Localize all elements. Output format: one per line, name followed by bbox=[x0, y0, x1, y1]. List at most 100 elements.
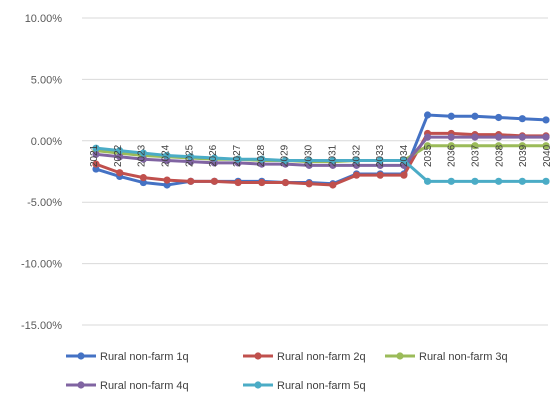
data-point bbox=[281, 156, 290, 165]
y-tick-label: -10.00% bbox=[21, 259, 62, 271]
data-point bbox=[400, 156, 408, 165]
x-tick-label: 2037 bbox=[470, 144, 481, 167]
y-tick-label: 10.00% bbox=[25, 13, 63, 25]
data-point bbox=[139, 155, 147, 163]
x-tick-label: 2024 bbox=[161, 144, 172, 167]
data-point bbox=[518, 142, 526, 150]
data-point bbox=[116, 153, 124, 161]
data-point bbox=[376, 156, 384, 165]
data-point bbox=[518, 177, 526, 185]
data-point bbox=[400, 171, 408, 179]
data-point bbox=[139, 174, 147, 182]
data-point bbox=[258, 178, 266, 187]
x-tick-label: 2033 bbox=[375, 144, 386, 167]
y-tick-label: 0.00% bbox=[31, 136, 62, 148]
legend-item: Rural non-farm 4q bbox=[66, 380, 189, 392]
gridlines bbox=[82, 17, 548, 326]
data-point bbox=[423, 177, 432, 185]
x-tick-label: 2027 bbox=[232, 144, 243, 167]
x-tick-label: 2032 bbox=[351, 144, 362, 167]
legend-label: Rural non-farm 2q bbox=[277, 351, 366, 363]
data-point bbox=[116, 147, 124, 155]
x-tick-label: 2028 bbox=[256, 144, 267, 167]
data-point bbox=[163, 151, 171, 160]
legend-marker bbox=[77, 381, 85, 389]
data-point bbox=[92, 150, 100, 158]
data-point bbox=[163, 176, 171, 184]
legend-label: Rural non-farm 5q bbox=[277, 380, 366, 392]
data-point bbox=[305, 180, 313, 188]
y-tick-label: -5.00% bbox=[27, 197, 62, 209]
series-line bbox=[95, 135, 546, 167]
x-tick-label: 2022 bbox=[113, 144, 124, 167]
series-line bbox=[95, 131, 546, 187]
legend-marker bbox=[254, 352, 262, 360]
x-tick-label: 2036 bbox=[447, 144, 458, 167]
data-point bbox=[518, 133, 526, 141]
legend-item: Rural non-farm 2q bbox=[243, 351, 366, 363]
data-point bbox=[495, 177, 503, 185]
data-point bbox=[518, 115, 526, 123]
legend-marker bbox=[77, 352, 85, 360]
data-point bbox=[471, 112, 479, 120]
x-tick-label: 2026 bbox=[208, 144, 219, 167]
series-line bbox=[95, 146, 546, 183]
legend-marker bbox=[254, 381, 262, 389]
data-point bbox=[281, 178, 290, 187]
series-lines bbox=[92, 111, 550, 189]
legend-item: Rural non-farm 3q bbox=[385, 351, 508, 363]
y-tick-label: -15.00% bbox=[21, 320, 62, 332]
x-tick-label: 2023 bbox=[137, 144, 148, 167]
legend-label: Rural non-farm 3q bbox=[419, 351, 508, 363]
data-point bbox=[234, 178, 242, 187]
data-point bbox=[447, 142, 455, 150]
data-point bbox=[376, 171, 384, 179]
legend-item: Rural non-farm 5q bbox=[243, 380, 366, 392]
legend: Rural non-farm 1q Rural non-farm 2q Rural … bbox=[66, 351, 508, 392]
x-tick-label: 2029 bbox=[280, 144, 291, 167]
legend-label: Rural non-farm 1q bbox=[100, 351, 189, 363]
legend-item: Rural non-farm 1q bbox=[66, 351, 189, 363]
data-point bbox=[92, 160, 100, 168]
data-point bbox=[495, 133, 503, 141]
data-point bbox=[447, 133, 455, 141]
data-point bbox=[447, 177, 455, 185]
y-tick-label: 5.00% bbox=[31, 74, 62, 86]
data-point bbox=[258, 155, 266, 163]
x-tick-label: 2031 bbox=[327, 144, 338, 167]
data-point bbox=[352, 156, 361, 165]
data-point bbox=[210, 177, 219, 185]
data-point bbox=[471, 177, 479, 185]
x-tick-label: 2040 bbox=[542, 144, 553, 167]
data-point bbox=[423, 133, 432, 141]
data-point bbox=[495, 113, 503, 122]
legend-marker bbox=[396, 352, 404, 360]
y-axis-ticks: 10.00% 5.00% 0.00% -5.00% -10.00% -15.00% bbox=[21, 13, 62, 332]
data-point bbox=[139, 149, 147, 157]
data-point bbox=[495, 142, 503, 150]
data-point bbox=[471, 133, 479, 141]
x-tick-label: 2030 bbox=[304, 144, 315, 167]
data-point bbox=[329, 156, 337, 165]
x-axis-ticks: 2021 2022 2023 2024 2025 2026 2027 2028 2029 2030… bbox=[89, 144, 553, 167]
data-point bbox=[187, 153, 195, 161]
data-point bbox=[305, 156, 313, 165]
data-point bbox=[92, 144, 100, 152]
data-point bbox=[234, 155, 242, 163]
x-tick-label: 2034 bbox=[399, 144, 410, 167]
data-point bbox=[116, 169, 124, 177]
data-point bbox=[187, 177, 195, 185]
data-point bbox=[352, 171, 361, 179]
data-point bbox=[447, 112, 455, 120]
data-point bbox=[542, 142, 550, 150]
x-tick-label: 2035 bbox=[423, 144, 434, 167]
legend-label: Rural non-farm 4q bbox=[100, 380, 189, 392]
data-point bbox=[542, 116, 550, 124]
data-point bbox=[542, 177, 550, 185]
data-point bbox=[423, 142, 432, 150]
x-tick-label: 2021 bbox=[89, 144, 100, 167]
series-5 bbox=[92, 144, 550, 185]
data-point bbox=[329, 181, 337, 189]
data-point bbox=[542, 133, 550, 141]
